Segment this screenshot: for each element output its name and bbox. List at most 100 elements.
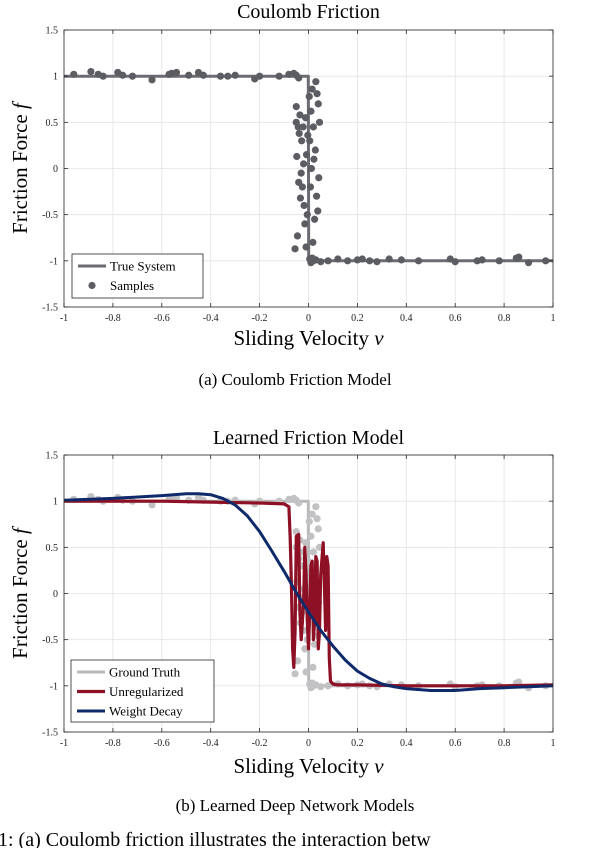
y-tick-label: -0.5 <box>42 210 58 221</box>
y-tick-label: -1.5 <box>42 303 58 314</box>
data-point <box>312 192 321 200</box>
y-tick-label: 0 <box>53 164 58 175</box>
x-axis-label-text: Sliding Velocity <box>233 754 374 778</box>
x-tick-label: 0.4 <box>400 313 413 324</box>
data-point <box>311 146 319 154</box>
data-point <box>99 72 107 80</box>
data-point <box>451 258 459 266</box>
data-point <box>185 71 193 79</box>
data-point <box>309 238 317 246</box>
data-point <box>148 76 156 84</box>
x-tick-label: -0.4 <box>203 313 219 324</box>
data-point <box>70 70 78 78</box>
data-point <box>216 72 225 80</box>
series-line-unregularized <box>64 499 553 688</box>
data-point <box>300 160 308 168</box>
y-tick-label: -0.5 <box>42 635 58 646</box>
x-tick-label: -0.2 <box>252 738 268 749</box>
chart-title: Learned Friction Model <box>213 427 404 449</box>
chart-title: Coulomb Friction <box>237 1 380 23</box>
data-point <box>309 123 317 131</box>
series-group <box>64 67 553 267</box>
chart-coulomb-friction: -1 -0.8 -0.6 -0.4 -0.2 0 0.2 0.4 0.6 0.8 1-1.5-1-0… <box>8 1 556 389</box>
data-point <box>291 245 299 253</box>
data-point <box>302 151 311 159</box>
data-point <box>275 72 283 80</box>
data-point <box>334 255 342 263</box>
data-point <box>172 68 181 77</box>
data-point <box>301 645 309 653</box>
legend-label-ground-truth: Ground Truth <box>109 665 181 680</box>
y-axis-label: Friction Force f <box>8 100 32 234</box>
data-point <box>311 640 319 648</box>
data-point <box>313 90 321 98</box>
y-tick-label: 0.5 <box>46 118 59 129</box>
x-tick-label: 0.2 <box>351 313 364 324</box>
body-text-fragment: 1: (a) Coulomb friction illustrates the … <box>0 829 431 848</box>
data-point <box>199 71 207 79</box>
x-axis-label: Sliding Velocity v <box>233 326 384 350</box>
data-point <box>306 137 314 145</box>
data-point <box>293 152 301 161</box>
x-tick-label: -1 <box>60 313 68 324</box>
data-point <box>307 107 315 115</box>
x-tick-label: 0.6 <box>449 313 462 324</box>
data-point <box>296 194 305 202</box>
data-point <box>297 169 305 177</box>
data-point <box>301 220 309 228</box>
x-tick-label: -0.6 <box>154 738 170 749</box>
data-point <box>301 114 310 122</box>
x-tick-label: 1 <box>551 738 556 749</box>
legend: True System Samples <box>71 253 204 299</box>
data-point <box>478 256 486 264</box>
data-point <box>305 517 313 526</box>
x-tick-label: 0 <box>306 738 311 749</box>
x-tick-label: 0.6 <box>449 738 462 749</box>
data-point <box>291 670 299 678</box>
ticks: -1 -0.8 -0.6 -0.4 -0.2 0 0.2 0.4 0.6 0.8 1-1.5-1-0… <box>42 451 555 750</box>
y-tick-label: 0 <box>53 589 58 600</box>
data-point <box>315 118 324 126</box>
data-point <box>312 78 320 86</box>
y-axis-label: Friction Force f <box>8 525 32 659</box>
data-point <box>317 258 325 266</box>
x-tick-label: 0.2 <box>351 738 364 749</box>
y-axis-label-text: Friction Force <box>8 109 32 234</box>
x-axis-label-variable: v <box>374 754 384 778</box>
data-point <box>306 183 315 191</box>
legend-label-true-system: True System <box>110 259 176 274</box>
y-axis-label-variable: f <box>8 525 32 534</box>
data-point <box>231 71 239 79</box>
data-point <box>307 164 316 173</box>
x-tick-label: 0.8 <box>498 738 511 749</box>
chart-learned-friction-model: -1 -0.8 -0.6 -0.4 -0.2 0 0.2 0.4 0.6 0.8 1-1.5-1-0… <box>8 427 556 815</box>
data-point <box>302 668 310 676</box>
data-point <box>303 211 311 219</box>
figure-caption: (a) Coulomb Friction Model <box>198 370 391 389</box>
data-point <box>119 71 127 79</box>
legend: Ground Truth Unregularized Weight Decay <box>70 659 215 723</box>
x-tick-label: 0 <box>306 313 311 324</box>
data-point <box>128 72 137 80</box>
data-point <box>300 201 308 210</box>
data-point <box>224 72 232 80</box>
legend-label-unregularized: Unregularized <box>109 684 184 699</box>
data-point <box>298 137 306 145</box>
x-tick-label: 1 <box>551 313 556 324</box>
data-point <box>344 257 352 265</box>
data-point <box>366 257 374 265</box>
y-tick-label: 0.5 <box>46 543 59 554</box>
x-tick-label: -0.6 <box>154 313 170 324</box>
data-point <box>358 255 366 263</box>
data-point <box>305 92 313 101</box>
legend-label-weight-decay: Weight Decay <box>109 704 183 719</box>
data-point <box>304 131 312 139</box>
y-tick-label: 1.5 <box>46 451 59 462</box>
data-point <box>309 663 317 671</box>
ticks: -1 -0.8 -0.6 -0.4 -0.2 0 0.2 0.4 0.6 0.8 1-1.5-1-0… <box>42 26 555 325</box>
x-tick-label: 0.4 <box>400 738 413 749</box>
data-point <box>317 683 325 691</box>
y-tick-label: 1 <box>53 497 58 508</box>
data-point <box>524 259 533 267</box>
